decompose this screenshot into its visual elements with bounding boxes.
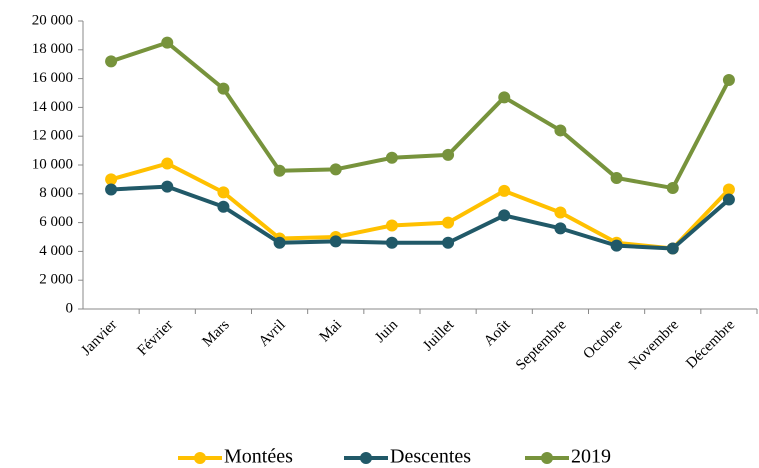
x-tick-label: Août	[481, 316, 514, 349]
data-point	[722, 183, 735, 196]
y-tick-label: 14 000	[32, 99, 73, 115]
y-tick-label: 6 000	[39, 214, 73, 230]
data-point	[554, 124, 567, 137]
data-point	[105, 55, 118, 68]
data-point	[161, 157, 174, 170]
data-point	[722, 74, 735, 87]
x-tick-label: Juin	[372, 317, 401, 346]
data-point	[161, 36, 174, 49]
legend-marker	[541, 452, 553, 464]
legend-marker	[360, 452, 372, 464]
data-point	[666, 182, 679, 195]
data-point	[385, 151, 398, 164]
series-line	[110, 161, 731, 251]
data-point	[217, 186, 230, 199]
data-point	[385, 236, 398, 249]
data-point	[273, 164, 286, 177]
x-tick-label: Avril	[256, 317, 289, 350]
legend-label: 2019	[571, 446, 611, 468]
x-tick-label: Février	[135, 317, 177, 359]
y-tick-label: 2 000	[39, 272, 73, 288]
x-tick-label: Septembre	[513, 317, 570, 374]
data-point	[666, 242, 679, 255]
y-tick-label: 4 000	[39, 243, 73, 259]
data-point	[273, 236, 286, 249]
y-tick-label: 12 000	[32, 128, 73, 144]
data-point	[554, 206, 567, 219]
legend-marker	[194, 452, 206, 464]
data-point	[442, 216, 455, 229]
y-tick-label: 10 000	[32, 156, 73, 172]
series-line	[110, 40, 731, 191]
x-tick-label: Juillet	[420, 316, 458, 354]
data-point	[610, 171, 623, 184]
data-point	[329, 235, 342, 248]
data-point	[722, 193, 735, 206]
data-point	[442, 148, 455, 161]
data-point	[217, 82, 230, 95]
data-point	[442, 236, 455, 249]
series-line	[110, 184, 731, 251]
data-point	[385, 219, 398, 232]
x-tick-label: Décembre	[683, 317, 738, 372]
data-point	[498, 209, 511, 222]
y-tick-label: 8 000	[39, 185, 73, 201]
data-point	[217, 200, 230, 213]
data-point	[610, 239, 623, 252]
x-tick-label: Mai	[317, 317, 345, 345]
x-tick-label: Novembre	[626, 317, 682, 373]
data-point	[161, 180, 174, 193]
legend-label: Descentes	[390, 446, 471, 468]
x-tick-label: Octobre	[580, 317, 626, 363]
y-tick-label: 16 000	[32, 70, 73, 86]
legend-label: Montées	[224, 446, 293, 468]
data-point	[498, 91, 511, 104]
data-point	[554, 222, 567, 235]
data-point	[105, 183, 118, 196]
y-tick-label: 18 000	[32, 41, 73, 57]
data-point	[498, 184, 511, 197]
data-point	[105, 173, 118, 186]
y-tick-label: 20 000	[32, 12, 73, 28]
data-point	[329, 163, 342, 176]
y-tick-label: 0	[66, 300, 74, 316]
x-tick-label: Mars	[200, 317, 233, 350]
x-tick-label: Janvier	[78, 317, 120, 359]
